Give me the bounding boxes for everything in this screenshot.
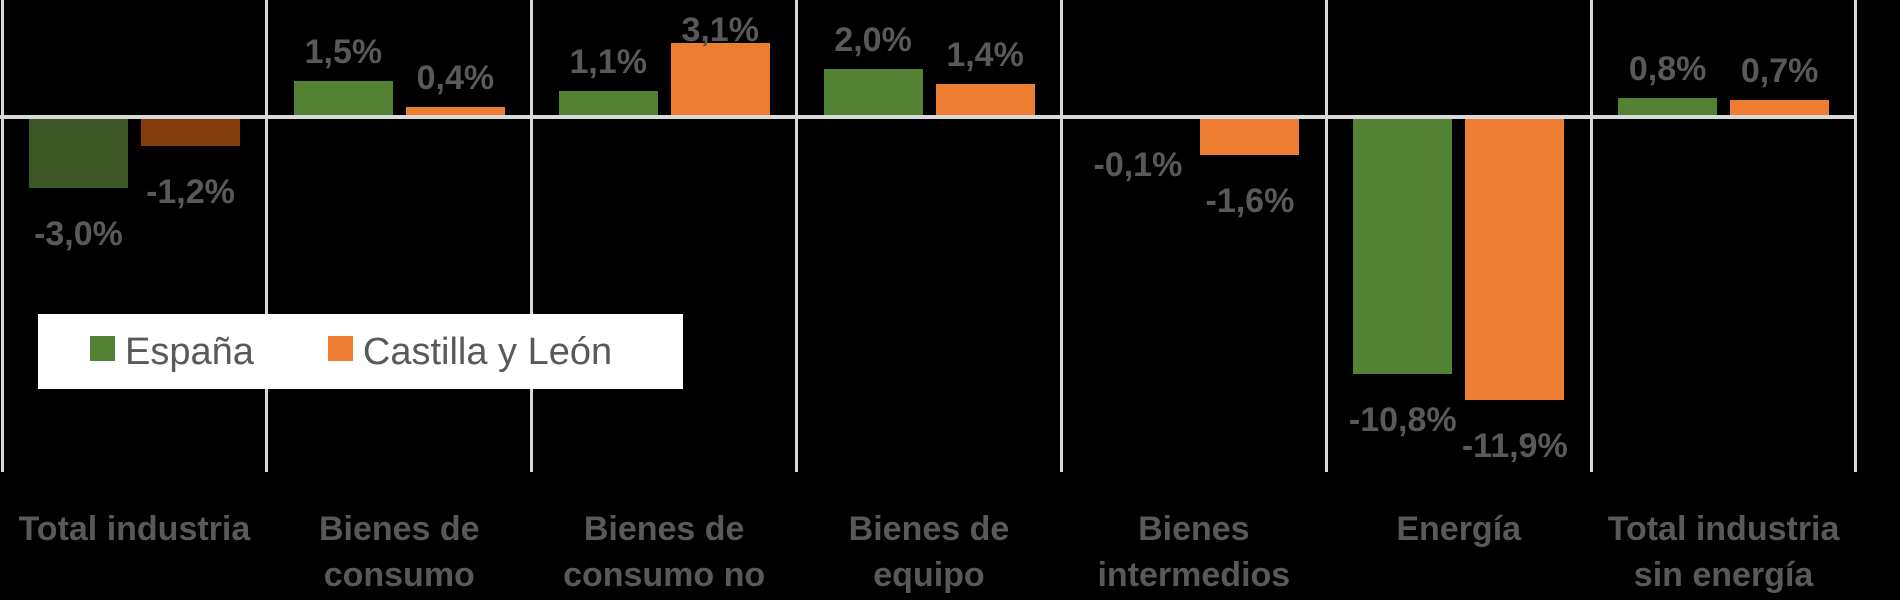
legend-item-castilla-y-leon: Castilla y León: [327, 330, 613, 373]
gridline-vertical: [530, 0, 534, 472]
gridline-vertical: [1059, 0, 1063, 472]
legend-swatch-castilla-y-leon: [327, 336, 353, 361]
category-label-line: consumo: [323, 556, 475, 594]
bar-espana: [293, 81, 393, 117]
data-label: 3,1%: [681, 11, 759, 49]
category-label: Bienes intermedios: [1061, 506, 1326, 598]
bar-espana: [558, 90, 658, 117]
data-label: 0,7%: [1740, 52, 1819, 91]
legend-label-castilla-y-leon: Castilla y León: [362, 330, 613, 373]
category-label-line: Bienes: [1138, 510, 1250, 548]
bar-castilla-y-leon: [1465, 117, 1565, 401]
gridline-vertical: [265, 0, 269, 472]
data-label: -10,8%: [1348, 401, 1457, 440]
bar-espana: [823, 69, 923, 117]
data-label: 2,0%: [834, 21, 912, 60]
bar-castilla-y-leon: [935, 83, 1035, 117]
gridline-vertical: [1324, 0, 1328, 472]
category-label-line: intermedios: [1097, 556, 1291, 594]
bar-espana: [1353, 117, 1453, 375]
bar-castilla-y-leon: [670, 43, 770, 117]
data-label: 0,8%: [1628, 49, 1707, 88]
gridline-vertical: [1854, 0, 1857, 472]
bar-castilla-y-leon: [1200, 117, 1300, 156]
legend-item-espana: España: [90, 332, 254, 372]
category-label-line: Total industria: [18, 510, 251, 548]
bar-espana: [1618, 97, 1718, 117]
gridline-vertical: [0, 0, 4, 472]
data-label: -1,2%: [146, 172, 235, 211]
gridline-vertical: [1589, 0, 1593, 472]
category-label: Bienes de consumo: [267, 506, 532, 598]
category-label: Bienes de consumo no: [532, 506, 797, 598]
data-label: 0,4%: [416, 59, 495, 98]
legend-label-espana: España: [125, 330, 254, 373]
bar-castilla-y-leon: [141, 117, 240, 146]
legend: España Castilla y León: [38, 314, 683, 389]
category-label-line: consumo no: [563, 556, 766, 594]
gridline-vertical: [795, 0, 799, 472]
data-label: 1,1%: [569, 42, 647, 81]
bar-castilla-y-leon: [1730, 100, 1830, 117]
data-label: -11,9%: [1461, 427, 1568, 466]
data-label: -0,1%: [1093, 146, 1183, 185]
bar-castilla-y-leon: [405, 107, 505, 117]
data-label: -3,0%: [34, 215, 123, 254]
category-label-line: Total industria: [1607, 510, 1840, 548]
category-label: Total industria: [2, 506, 267, 552]
category-label: Bienes de equipo: [797, 506, 1062, 598]
zero-axis-line: [0, 115, 1857, 119]
data-label: -1,6%: [1205, 182, 1295, 221]
category-label: Energía: [1326, 506, 1591, 552]
category-label-line: Bienes de: [583, 510, 745, 548]
category-label-line: Energía: [1396, 510, 1522, 548]
category-label-line: sin energía: [1633, 556, 1814, 594]
category-label-line: Bienes de: [318, 510, 480, 548]
data-label: 1,5%: [304, 33, 383, 72]
legend-swatch-espana: [90, 336, 115, 361]
category-label-line: Bienes de equipo: [848, 510, 1010, 594]
bar-espana: [29, 117, 128, 189]
data-label: 1,4%: [946, 35, 1024, 74]
category-label: Total industria sin energía: [1591, 506, 1856, 598]
